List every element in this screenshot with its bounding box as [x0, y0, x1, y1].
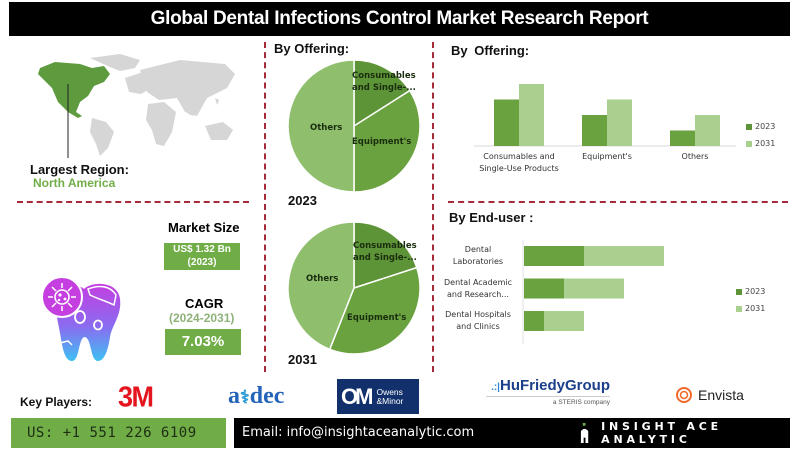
offering-bar-2-2031	[695, 115, 720, 146]
cagr-period: (2024-2031)	[169, 311, 235, 325]
pie-heading: By Offering:	[274, 41, 350, 56]
pie-2031-label-equipment: Equipment's	[347, 313, 407, 323]
phone-contact[interactable]: US: +1 551 226 6109	[11, 418, 226, 448]
pie-2023-label-others: Others	[310, 123, 343, 133]
pie-2023-slice-others	[287, 59, 355, 193]
tooth-bacteria-icon	[40, 275, 125, 363]
divider-left-h	[17, 201, 249, 203]
enduser-y-label: Dental Laboratories	[452, 245, 504, 266]
offering-bar-1-2023	[582, 115, 607, 146]
enduser-bar-0-2023	[524, 246, 584, 266]
enduser-bar-2-2031	[544, 311, 584, 331]
enduser-bar-title: By End-user :	[449, 210, 534, 225]
page-title: Global Dental Infections Control Market …	[9, 2, 790, 36]
enduser-legend-2031: 2031	[736, 304, 765, 313]
logo-owens-minor: OM Owens &Minor	[337, 379, 419, 414]
offering-bar-0-2031	[519, 84, 544, 146]
enduser-legend-2023: 2023	[736, 287, 765, 296]
offering-legend-2031: 2031	[746, 139, 775, 148]
enduser-y-label: Dental Academic and Research...	[443, 277, 512, 299]
logo-adec: a⚕dec	[228, 383, 285, 409]
offering-legend-2023: 2023	[746, 122, 775, 131]
enduser-bar-2-2023	[524, 311, 544, 331]
offering-bar-chart: Consumables and Single-Use Products Equipm…	[470, 70, 775, 180]
pie-2023-label-equipment: Equipment's	[352, 137, 412, 147]
pie-chart-2023: Consumables and Single-... Equipment's Ot…	[284, 58, 424, 194]
market-size-value: US$ 1.32 Bn	[173, 244, 231, 255]
pie-2031-slice-others	[287, 221, 355, 351]
pie-2031-slice-equipment	[328, 266, 421, 355]
divider-left	[264, 42, 266, 372]
offering-bar-title: By Offering:	[451, 43, 530, 58]
pie-2023-label-consumables: Consumables and Single-...	[352, 71, 416, 93]
pie-2031-slice-consumables	[353, 221, 418, 290]
market-size-label: Market Size	[168, 220, 240, 235]
logo-envista: Envista	[676, 387, 744, 403]
largest-region-label: Largest Region:	[30, 162, 129, 177]
enduser-y-label: Dental Hospitals and Clinics	[445, 310, 511, 331]
enduser-bar-0-2031	[584, 246, 664, 266]
offering-bar-0-2023	[494, 99, 519, 146]
brand-insight-ace: INSIGHT ACE ANALYTIC	[580, 420, 800, 446]
key-players-label: Key Players:	[20, 395, 93, 409]
divider-right-h	[448, 201, 788, 203]
pie-2031-label-consumables: Consumables and Single-...	[353, 241, 417, 263]
owens-minor-mark-icon: OM	[341, 383, 374, 409]
enduser-bar-chart: Dental Laboratories Dental Academic and Res…	[440, 240, 790, 345]
pie-chart-2031: Consumables and Single-... Equipment's Ot…	[284, 220, 424, 356]
cagr-value: 7.03%	[165, 329, 241, 355]
pie-2031-year: 2031	[288, 352, 317, 367]
offering-x-label: Consumables and Single-Use Products	[479, 152, 559, 173]
world-map-icon	[20, 48, 250, 162]
pie-2023-year: 2023	[288, 193, 317, 208]
cagr-label: CAGR	[185, 296, 224, 311]
insight-ace-logo-icon	[580, 422, 589, 444]
market-size-year: (2023)	[187, 256, 217, 268]
enduser-bar-1-2023	[524, 278, 564, 299]
pie-2031-label-others: Others	[306, 274, 339, 284]
offering-bar-2-2023	[670, 130, 695, 146]
hufriedy-dots-icon: .:|	[491, 382, 500, 393]
divider-right	[432, 42, 434, 372]
largest-region-value: North America	[33, 176, 116, 190]
pie-2023-slice-consumables	[353, 59, 411, 128]
logo-3m: 3M	[118, 381, 154, 413]
enduser-bar-1-2031	[564, 278, 624, 299]
offering-bar-1-2031	[607, 99, 632, 146]
email-contact[interactable]: Email: info@insightaceanalytic.com	[234, 418, 790, 448]
envista-swirl-icon	[676, 387, 692, 403]
offering-x-label: Others	[681, 152, 709, 161]
market-size-box: US$ 1.32 Bn (2023)	[164, 243, 240, 270]
pie-2023-slice-equipment	[353, 89, 421, 193]
logo-hufriedy: .:|HuFriedyGroup a STERIS company	[486, 377, 610, 406]
offering-x-label: Equipment's	[582, 152, 632, 161]
